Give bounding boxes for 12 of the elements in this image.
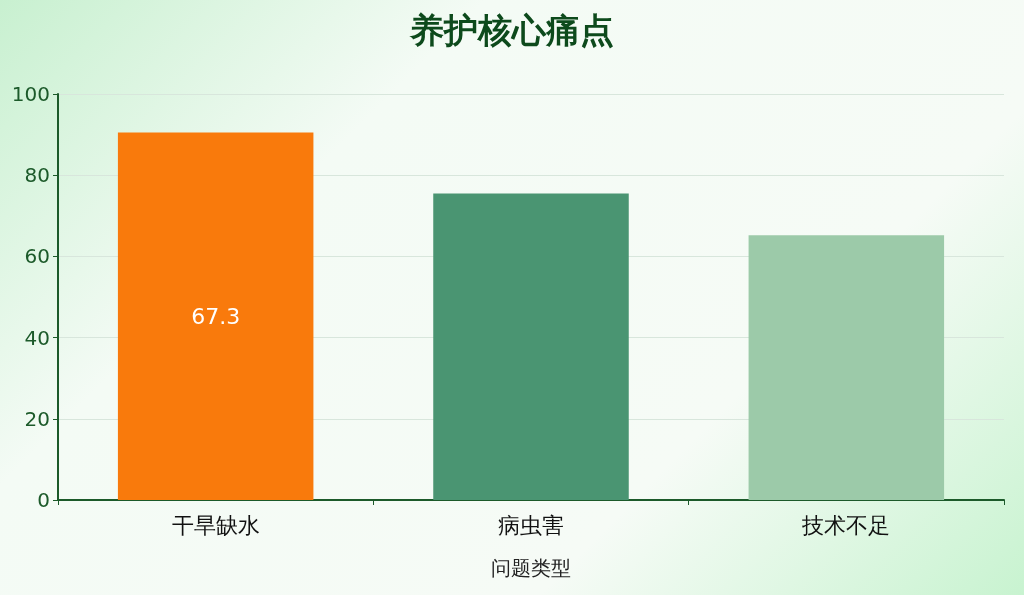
x-tick-label: 技术不足: [801, 512, 891, 538]
chart-title: 养护核心痛点: [409, 10, 614, 50]
y-tick-label: 60: [24, 244, 50, 269]
y-tick-label: 40: [24, 325, 50, 350]
x-axis-title: 问题类型: [491, 556, 571, 580]
y-tick-label: 0: [37, 488, 50, 512]
y-tick-label: 100: [11, 82, 50, 106]
x-tick-label: 干旱缺水: [171, 512, 260, 538]
annotation: 67.3: [191, 303, 241, 329]
x-tick-label: 病虫害: [498, 512, 564, 538]
y-tick-label: 80: [24, 163, 50, 188]
y-tick-label: 20: [24, 406, 50, 431]
